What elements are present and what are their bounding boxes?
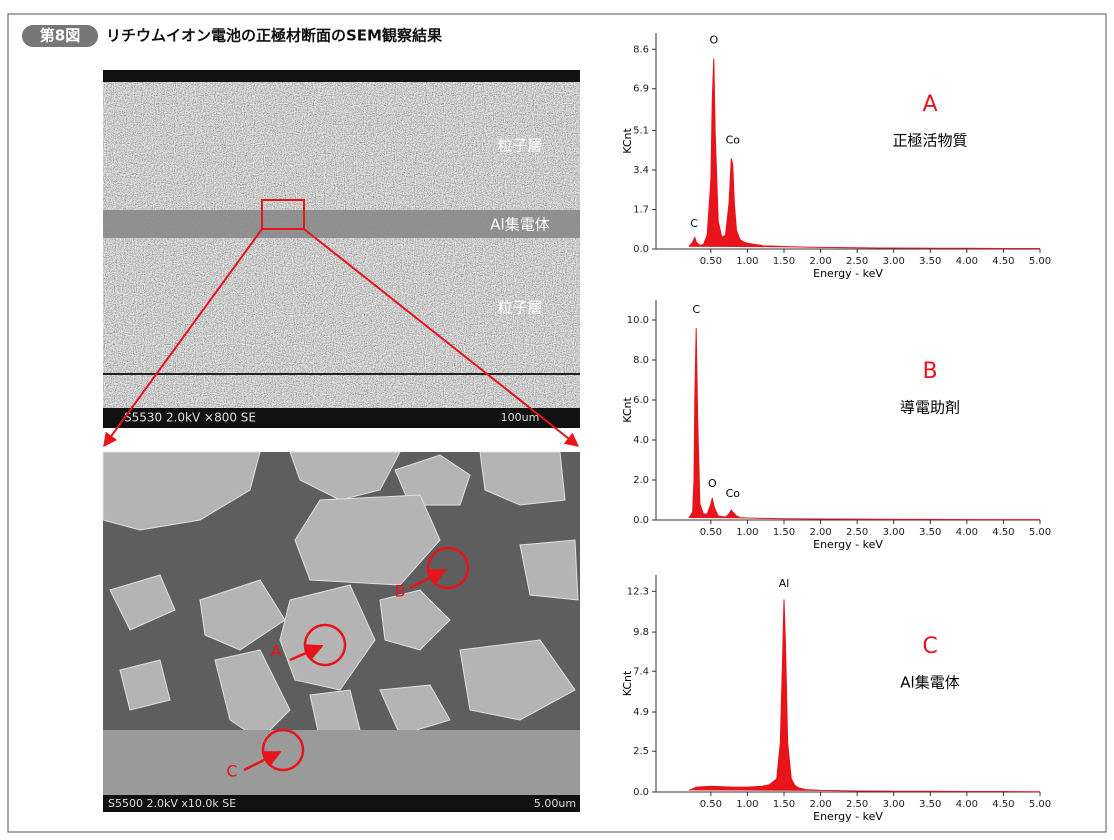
info-text: S5530 2.0kV ×800 SE xyxy=(124,411,256,425)
x-tick-label: 4.50 xyxy=(992,256,1014,267)
x-tick-label: 2.00 xyxy=(809,527,831,538)
badge: 第8図 xyxy=(40,27,80,45)
x-tick-label: 1.00 xyxy=(736,799,758,810)
x-tick-label: 2.50 xyxy=(846,527,868,538)
scale-text: 100um xyxy=(501,411,540,424)
y-tick-label: 4.9 xyxy=(633,707,649,718)
spectrum xyxy=(689,600,1040,792)
sem-top: 粒子層 Al集電体 粒子層 S5530 2.0kV ×800 SE 100um xyxy=(103,70,580,446)
peak-label: Co xyxy=(726,487,741,500)
chart-subtitle: 正極活物質 xyxy=(892,132,967,150)
x-tick-label: 2.50 xyxy=(846,256,868,267)
y-tick-label: 8.6 xyxy=(633,44,649,55)
x-tick-label: 1.50 xyxy=(773,527,795,538)
x-tick-label: 2.00 xyxy=(809,799,831,810)
x-tick-label: 3.50 xyxy=(919,256,941,267)
peak-label: Co xyxy=(726,133,741,146)
y-tick-label: 0.0 xyxy=(633,787,649,798)
y-tick-label: 0.0 xyxy=(633,244,649,255)
x-tick-label: 0.50 xyxy=(700,256,722,267)
x-tick-label: 3.00 xyxy=(883,256,905,267)
chart-subtitle: Al集電体 xyxy=(900,674,959,692)
x-tick-label: 0.50 xyxy=(700,527,722,538)
x-tick-label: 5.00 xyxy=(1029,256,1051,267)
y-tick-label: 12.3 xyxy=(627,586,649,597)
y-axis-label: KCnt xyxy=(621,397,634,423)
point-label: A xyxy=(271,642,282,661)
x-tick-label: 3.00 xyxy=(883,799,905,810)
figure-title: リチウムイオン電池の正極材断面のSEM観察結果 xyxy=(106,27,443,45)
collector xyxy=(103,730,580,795)
x-tick-label: 1.50 xyxy=(773,799,795,810)
layer-label: Al集電体 xyxy=(490,216,549,234)
y-tick-label: 10.0 xyxy=(627,315,649,326)
x-tick-label: 5.00 xyxy=(1029,799,1051,810)
y-tick-label: 1.7 xyxy=(633,205,649,216)
peak-label: O xyxy=(709,34,718,47)
chart-subtitle: 導電助剤 xyxy=(900,399,960,417)
point-label: C xyxy=(226,762,237,781)
figure: 第8図 リチウムイオン電池の正極材断面のSEM観察結果 粒子層 Al集電体 粒子… xyxy=(0,0,1114,840)
x-tick-label: 4.00 xyxy=(956,799,978,810)
x-tick-label: 4.50 xyxy=(992,527,1014,538)
y-tick-label: 2.5 xyxy=(633,746,649,757)
x-tick-label: 0.50 xyxy=(700,799,722,810)
x-axis-label: Energy - keV xyxy=(813,538,883,551)
layer-label: 粒子層 xyxy=(497,299,542,317)
y-tick-label: 9.8 xyxy=(633,627,649,638)
x-axis-label: Energy - keV xyxy=(813,810,883,823)
y-tick-label: 4.0 xyxy=(633,435,649,446)
x-tick-label: 4.00 xyxy=(956,527,978,538)
x-tick-label: 1.00 xyxy=(736,527,758,538)
image-border xyxy=(103,70,580,82)
peak-label: Al xyxy=(779,577,790,590)
x-tick-label: 5.00 xyxy=(1029,527,1051,538)
x-tick-label: 1.00 xyxy=(736,256,758,267)
chart-label: A xyxy=(922,92,937,117)
sem-texture xyxy=(103,82,580,408)
y-tick-label: 5.1 xyxy=(633,126,649,137)
x-tick-label: 3.50 xyxy=(919,527,941,538)
x-tick-label: 3.50 xyxy=(919,799,941,810)
spectrum xyxy=(689,328,1040,520)
x-axis-label: Energy - keV xyxy=(813,267,883,280)
page: 第8図 リチウムイオン電池の正極材断面のSEM観察結果 粒子層 Al集電体 粒子… xyxy=(0,0,1114,840)
x-tick-label: 4.00 xyxy=(956,256,978,267)
peak-label: C xyxy=(690,217,698,230)
y-tick-label: 0.0 xyxy=(633,515,649,526)
y-tick-label: 6.9 xyxy=(633,84,649,95)
layer-label: 粒子層 xyxy=(497,137,542,155)
y-tick-label: 8.0 xyxy=(633,355,649,366)
sem-bottom: S5500 2.0kV x10.0k SE 5.00um A B C xyxy=(103,452,580,812)
y-tick-label: 2.0 xyxy=(633,475,649,486)
x-tick-label: 2.50 xyxy=(846,799,868,810)
particle xyxy=(520,540,578,600)
x-tick-label: 1.50 xyxy=(773,256,795,267)
y-tick-label: 3.4 xyxy=(633,165,649,176)
spectrum xyxy=(689,59,1040,249)
y-axis-label: KCnt xyxy=(621,670,634,696)
chart-label: B xyxy=(922,359,937,384)
peak-label: O xyxy=(708,477,717,490)
x-tick-label: 3.00 xyxy=(883,527,905,538)
y-tick-label: 7.4 xyxy=(633,666,649,677)
y-axis-label: KCnt xyxy=(621,128,634,154)
point-label: B xyxy=(395,582,406,601)
x-tick-label: 4.50 xyxy=(992,799,1014,810)
info-text: S5500 2.0kV x10.0k SE xyxy=(108,797,236,810)
x-tick-label: 2.00 xyxy=(809,256,831,267)
chart-label: C xyxy=(922,634,937,659)
peak-label: C xyxy=(692,303,700,316)
scale-text: 5.00um xyxy=(534,797,576,810)
y-tick-label: 6.0 xyxy=(633,395,649,406)
